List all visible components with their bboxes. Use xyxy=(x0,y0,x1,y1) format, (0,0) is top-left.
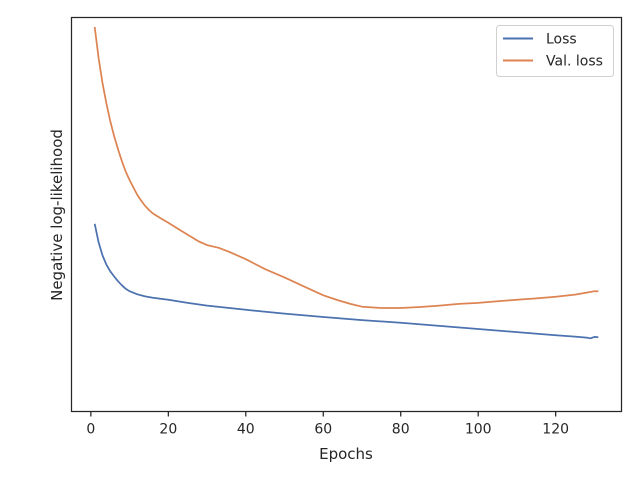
y-axis-label: Negative log-likelihood xyxy=(48,129,66,301)
plot-frame xyxy=(70,16,623,413)
series-line-val-loss xyxy=(93,26,599,309)
x-tick-label: 20 xyxy=(159,422,177,438)
x-tick-label: 120 xyxy=(542,422,569,438)
x-axis-label: Epochs xyxy=(319,445,373,463)
legend-label-loss: Loss xyxy=(546,32,577,48)
legend-label-val-loss: Val. loss xyxy=(546,54,603,70)
x-tick-label: 100 xyxy=(465,422,492,438)
x-tick-label: 0 xyxy=(86,422,95,438)
x-tick-label: 40 xyxy=(237,422,255,438)
series-lines xyxy=(93,26,599,340)
x-tick-label: 60 xyxy=(314,422,332,438)
x-axis-ticks: 0 20 40 60 80 100 120 xyxy=(86,411,569,438)
series-line-loss xyxy=(93,223,599,340)
x-tick-label: 80 xyxy=(392,422,410,438)
legend: Loss Val. loss xyxy=(496,25,614,77)
